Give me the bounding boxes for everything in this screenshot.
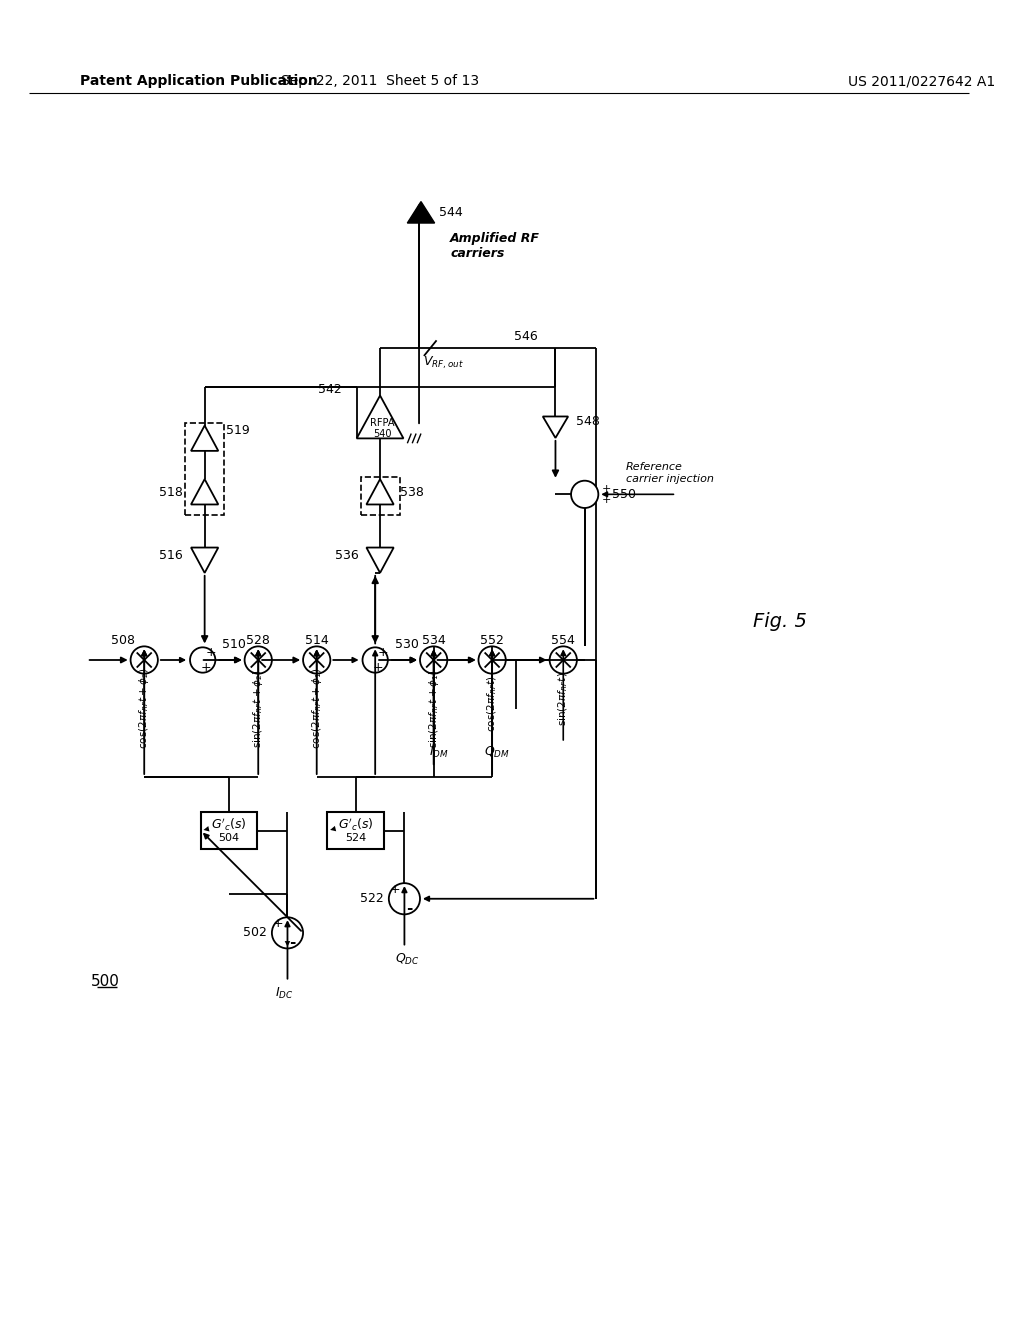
Text: 522: 522 — [360, 892, 384, 906]
Text: US 2011/0227642 A1: US 2011/0227642 A1 — [848, 74, 995, 88]
Text: $G'_c(s)$: $G'_c(s)$ — [211, 817, 247, 833]
Text: 500: 500 — [91, 974, 120, 989]
Text: $\cos(2\pi f_{RF}t+\phi_1)$: $\cos(2\pi f_{RF}t+\phi_1)$ — [309, 668, 324, 750]
Text: $\sin(2\pi f_{RF}t+\phi_2)$: $\sin(2\pi f_{RF}t+\phi_2)$ — [251, 669, 265, 748]
Text: 534: 534 — [422, 634, 445, 647]
Circle shape — [190, 647, 215, 673]
Text: 536: 536 — [335, 549, 358, 562]
Text: 546: 546 — [514, 330, 538, 343]
Text: Patent Application Publication: Patent Application Publication — [80, 74, 317, 88]
Text: 530: 530 — [394, 638, 419, 651]
Text: 518: 518 — [160, 486, 183, 499]
Text: Sep. 22, 2011  Sheet 5 of 13: Sep. 22, 2011 Sheet 5 of 13 — [281, 74, 479, 88]
Circle shape — [272, 917, 303, 949]
Text: 516: 516 — [160, 549, 183, 562]
Text: 504: 504 — [218, 833, 240, 843]
Circle shape — [389, 883, 420, 915]
Text: 544: 544 — [438, 206, 462, 219]
Text: 524: 524 — [345, 833, 367, 843]
Text: 502: 502 — [243, 927, 267, 940]
Text: 508: 508 — [111, 634, 135, 647]
Text: +: + — [602, 495, 611, 506]
Text: 514: 514 — [305, 634, 329, 647]
Text: +: + — [272, 917, 283, 931]
Text: 548: 548 — [575, 416, 600, 428]
Bar — [185, 422, 224, 515]
Bar — [201, 812, 257, 849]
Text: +: + — [373, 661, 383, 675]
Text: +: + — [602, 484, 611, 495]
Text: $\cos(2\pi f_{RF}t+\phi_2)$: $\cos(2\pi f_{RF}t+\phi_2)$ — [137, 668, 152, 750]
Text: 528: 528 — [247, 634, 270, 647]
Text: +: + — [201, 661, 211, 675]
Text: 540: 540 — [373, 429, 391, 440]
Text: +: + — [206, 645, 216, 659]
Text: $G'_c(s)$: $G'_c(s)$ — [338, 817, 374, 833]
Text: 510: 510 — [222, 638, 246, 651]
Text: 542: 542 — [317, 383, 341, 396]
Text: Amplified RF
carriers: Amplified RF carriers — [451, 232, 540, 260]
Text: -: - — [406, 900, 413, 916]
Text: +: + — [389, 883, 400, 896]
Text: $Q_{DC}$: $Q_{DC}$ — [395, 952, 420, 966]
Text: 538: 538 — [399, 486, 423, 499]
Text: $I_{DC}$: $I_{DC}$ — [275, 986, 294, 1001]
Text: 519: 519 — [226, 424, 250, 437]
Text: +: + — [378, 645, 389, 659]
Text: Reference
carrier injection: Reference carrier injection — [626, 462, 714, 483]
Text: $\cos(2\pi f_{RF}t)$: $\cos(2\pi f_{RF}t)$ — [485, 676, 499, 733]
Text: Fig. 5: Fig. 5 — [753, 611, 807, 631]
Text: $Q_{DM}$: $Q_{DM}$ — [484, 744, 510, 760]
Text: 552: 552 — [480, 634, 504, 647]
Text: $I_{DM}$: $I_{DM}$ — [429, 744, 449, 760]
Circle shape — [362, 647, 388, 673]
Text: 550: 550 — [612, 488, 636, 500]
Polygon shape — [408, 202, 434, 223]
Bar — [328, 812, 384, 849]
Text: $\sin(2\pi f_{RF}t+\phi_1)$: $\sin(2\pi f_{RF}t+\phi_1)$ — [427, 669, 440, 748]
Text: $\sin(2\pi f_{RF}t)$: $\sin(2\pi f_{RF}t)$ — [556, 672, 570, 726]
Circle shape — [571, 480, 598, 508]
Text: $V_{RF,out}$: $V_{RF,out}$ — [423, 355, 464, 371]
Text: -: - — [289, 935, 295, 949]
Text: RFPA: RFPA — [370, 418, 394, 429]
Text: 554: 554 — [551, 634, 575, 647]
Bar — [360, 477, 399, 515]
